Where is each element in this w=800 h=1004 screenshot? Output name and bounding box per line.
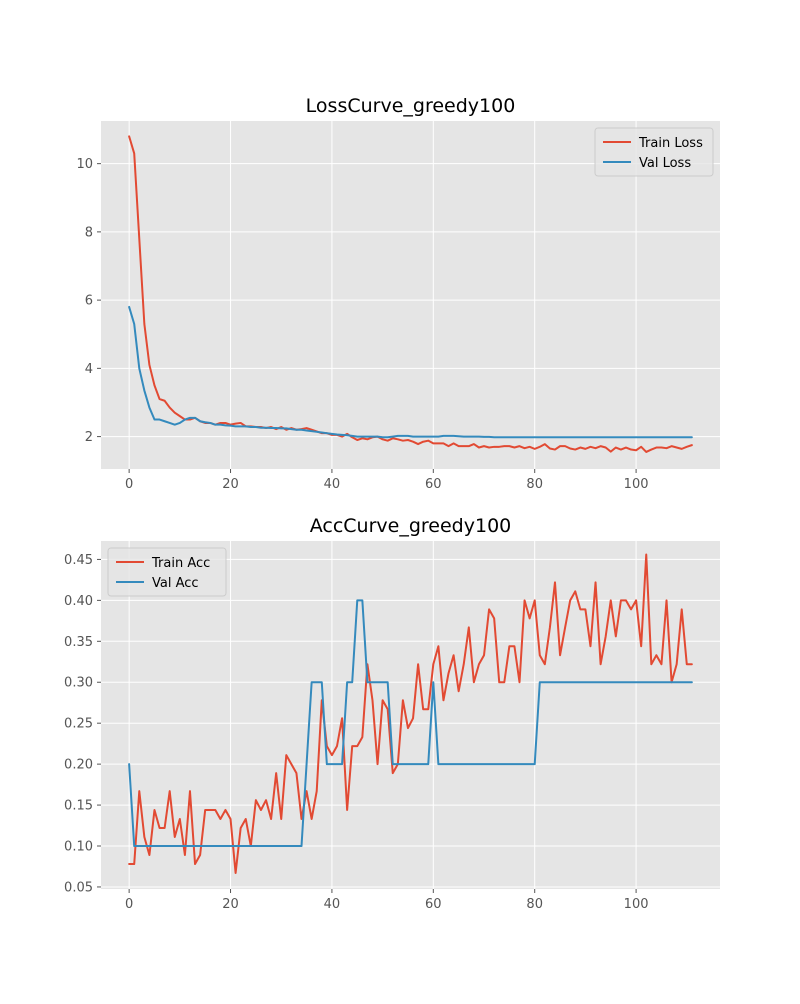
y-tick-label: 2	[85, 430, 93, 445]
y-tick-label: 8	[85, 225, 93, 240]
x-tick-label: 100	[624, 897, 649, 912]
y-tick-label: 0.45	[64, 553, 93, 568]
series-line-val-acc	[128, 599, 693, 848]
y-tick-label: 0.05	[64, 880, 93, 895]
x-tick-label: 0	[125, 477, 133, 492]
chart-panel-2: AccCurve_greedy100 0 20 40 60 80 100 0.05 0.10 0.…	[64, 515, 720, 912]
legend: Train Acc Val Acc	[107, 547, 227, 597]
x-tick-label: 40	[324, 477, 341, 492]
x-tick-label: 80	[526, 477, 543, 492]
legend-label-train-acc: Train Acc	[151, 556, 210, 571]
plot-area	[101, 121, 720, 469]
y-tick-label: 6	[85, 294, 93, 309]
y-tick-label: 0.30	[64, 676, 93, 691]
legend-box	[107, 547, 227, 597]
chart-title: AccCurve_greedy100	[310, 515, 512, 537]
chart-panel-1: LossCurve_greedy100 0 20 40 60 80 100 2 4 6 8 10 Tra…	[76, 95, 720, 492]
legend: Train Loss Val Loss	[594, 127, 714, 177]
series-line-val-loss	[128, 305, 693, 439]
x-tick-label: 20	[222, 477, 239, 492]
y-tick-label: 0.20	[64, 758, 93, 773]
legend-label-val-acc: Val Acc	[152, 576, 199, 591]
x-tick-label: 0	[125, 897, 133, 912]
x-tick-label: 60	[425, 477, 442, 492]
y-tick-label: 0.35	[64, 635, 93, 650]
series-line-train-loss	[128, 135, 693, 453]
x-tick-label: 100	[624, 477, 649, 492]
legend-label-train-loss: Train Loss	[638, 136, 703, 151]
x-tick-label: 80	[526, 897, 543, 912]
x-tick-label: 20	[222, 897, 239, 912]
y-tick-label: 0.15	[64, 799, 93, 814]
legend-box	[594, 127, 714, 177]
y-tick-label: 0.40	[64, 594, 93, 609]
y-tick-label: 0.10	[64, 840, 93, 855]
y-tick-label: 4	[85, 362, 93, 377]
plot-area	[101, 541, 720, 889]
series-line-train-acc	[128, 553, 693, 875]
x-tick-label: 40	[324, 897, 341, 912]
y-tick-label: 10	[76, 157, 93, 172]
x-tick-label: 60	[425, 897, 442, 912]
legend-label-val-loss: Val Loss	[639, 156, 691, 171]
chart-title: LossCurve_greedy100	[306, 95, 516, 117]
y-tick-label: 0.25	[64, 717, 93, 732]
